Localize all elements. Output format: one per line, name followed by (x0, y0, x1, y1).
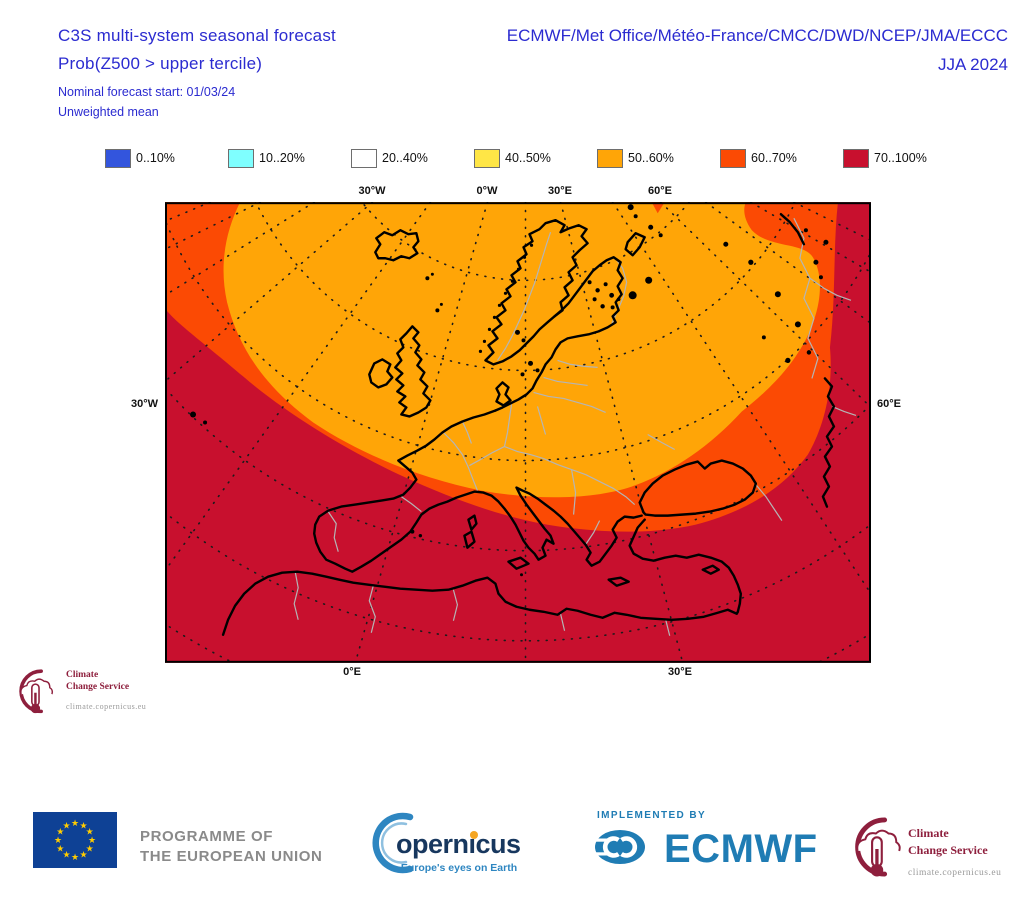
svg-text:★: ★ (62, 821, 70, 831)
country-borders (293, 217, 857, 636)
ccs-url: climate.copernicus.eu (908, 868, 1002, 878)
svg-text:★: ★ (56, 828, 64, 838)
svg-text:★: ★ (71, 853, 79, 863)
svg-text:★: ★ (79, 821, 87, 831)
coastlines (221, 212, 836, 636)
svg-text:★: ★ (56, 845, 64, 855)
legend-label: 20..40% (382, 151, 428, 165)
legend-swatch (843, 148, 869, 168)
legend-swatch (597, 148, 623, 168)
page-title: C3S multi-system seasonal forecast (58, 26, 336, 45)
ccs-small-line1: Climate (66, 670, 99, 680)
legend-swatch (474, 148, 500, 168)
axis-label-left-30w: 30°W (130, 398, 158, 410)
island-dots (190, 204, 829, 577)
ccs-line2: Change Service (908, 843, 988, 857)
axis-label-bottom-0e: 0°E (343, 666, 361, 678)
ccs-line1: Climate (908, 826, 949, 840)
systems-list: ECMWF/Met Office/Météo-France/CMCC/DWD/N… (506, 26, 1008, 45)
eu-programme-line1: PROGRAMME OF (140, 828, 274, 845)
legend-item: 70..100% (843, 147, 927, 169)
legend-label: 10..20% (259, 151, 305, 165)
svg-text:★: ★ (54, 836, 62, 846)
copernicus-wordmark: opernicus (396, 829, 521, 859)
axis-label-top-30w: 30°W (358, 185, 386, 197)
axis-label-bottom-30e: 30°E (668, 666, 692, 678)
svg-text:★: ★ (86, 828, 94, 838)
legend-item: 40..50% (474, 147, 551, 169)
copernicus-orange-dot-icon (470, 831, 478, 839)
legend-swatch (720, 148, 746, 168)
ccs-small-url: climate.copernicus.eu (66, 702, 147, 711)
ccs-thermometer-icon (12, 664, 56, 720)
legend-item: 10..20% (228, 147, 305, 169)
legend-label: 60..70% (751, 151, 797, 165)
svg-text:★: ★ (88, 836, 96, 846)
page-subtitle-variable: Prob(Z500 > upper tercile) (58, 54, 263, 73)
season-label: JJA 2024 (938, 55, 1008, 74)
axis-label-right-60e: 60°E (877, 398, 901, 410)
ccs-small-line2: Change Service (66, 682, 130, 692)
legend-item: 60..70% (720, 147, 797, 169)
svg-text:★: ★ (71, 819, 79, 829)
ccs-logo: Climate Change Service climate.copernicu… (844, 808, 1020, 888)
legend-label: 0..10% (136, 151, 175, 165)
forecast-start-label: Nominal forecast start: 01/03/24 (58, 85, 236, 99)
eu-programme-text: PROGRAMME OF THE EUROPEAN UNION (140, 827, 322, 867)
region-prob-60-70-notch (651, 202, 665, 214)
ccs-thermometer-icon (846, 810, 904, 886)
weighting-label: Unweighted mean (58, 105, 159, 119)
copernicus-crescent-icon (372, 812, 414, 874)
legend-swatch (351, 148, 377, 168)
svg-text:★: ★ (86, 845, 94, 855)
svg-text:★: ★ (62, 851, 70, 861)
legend-label: 50..60% (628, 151, 674, 165)
legend-label: 70..100% (874, 151, 927, 165)
ecmwf-emblem-icon (594, 830, 645, 864)
axis-label-top-30e: 30°E (548, 185, 572, 197)
eu-programme-line2: THE EUROPEAN UNION (140, 848, 323, 865)
axis-label-top-60e: 60°E (648, 185, 672, 197)
legend-swatch (228, 148, 254, 168)
legend-item: 20..40% (351, 147, 428, 169)
axis-label-top-0w: 0°W (476, 185, 498, 197)
legend-item: 50..60% (597, 147, 674, 169)
forecast-map (0, 0, 1024, 732)
eu-flag-logo: ★ ★★ ★★★ ★★★ ★★★ (33, 812, 117, 868)
legend-item: 0..10% (105, 147, 175, 169)
ecmwf-wordmark: ECMWF (664, 827, 818, 871)
svg-text:★: ★ (79, 851, 87, 861)
map-frame (165, 202, 871, 663)
legend-swatch (105, 148, 131, 168)
implemented-by-label: IMPLEMENTED BY (597, 810, 707, 821)
copernicus-tagline: Europe's eyes on Earth (400, 862, 518, 874)
map-canvas (0, 0, 1024, 732)
ccs-logo-small: Climate Change Service climate.copernicu… (8, 660, 178, 724)
legend-label: 40..50% (505, 151, 551, 165)
